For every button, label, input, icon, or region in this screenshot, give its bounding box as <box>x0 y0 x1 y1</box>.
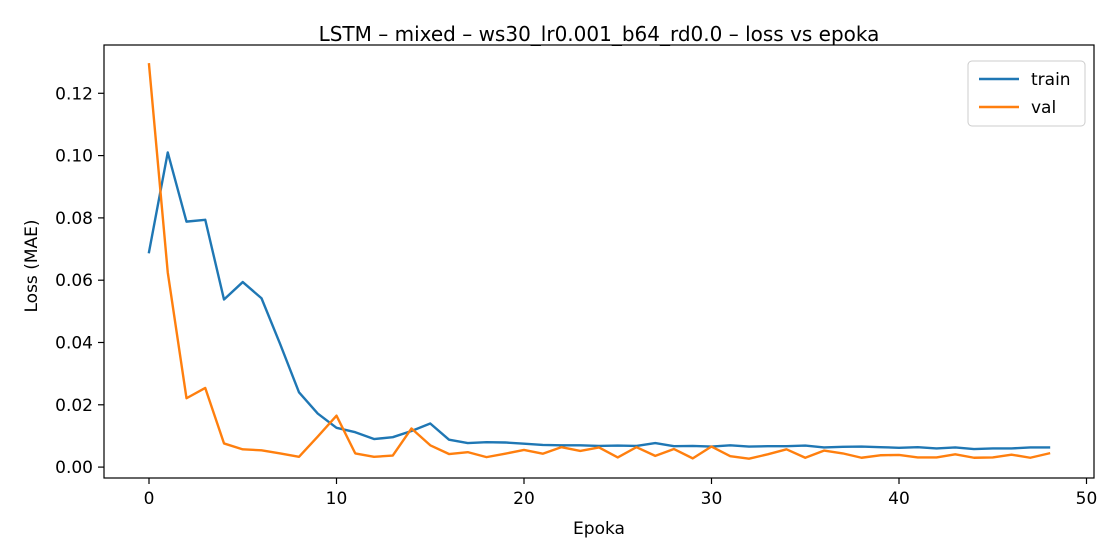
y-tick-label: 0.00 <box>55 458 93 478</box>
x-axis-ticks: 0 10 20 30 40 50 <box>144 478 1098 509</box>
legend-label-train: train <box>1031 70 1071 90</box>
x-tick-label: 10 <box>326 489 348 509</box>
y-tick-label: 0.06 <box>55 271 93 291</box>
series-line-val <box>147 63 1051 460</box>
x-tick-label: 50 <box>1076 489 1098 509</box>
y-tick-label: 0.02 <box>55 396 93 416</box>
y-tick-label: 0.12 <box>55 84 93 104</box>
plot-area: 0 10 20 30 40 50 0.00 0.02 0.04 0.06 0.08 0.10 0.12 <box>55 44 1098 509</box>
chart-title: LSTM – mixed – ws30_lr0.001_b64_rd0.0 – … <box>319 22 880 46</box>
y-tick-label: 0.08 <box>55 209 93 229</box>
x-tick-label: 40 <box>888 489 910 509</box>
axes-frame <box>103 44 1095 479</box>
x-tick-label: 0 <box>144 489 155 509</box>
legend-box <box>967 60 1086 127</box>
legend: train val <box>967 60 1086 127</box>
x-axis-label: Epoka <box>573 519 625 539</box>
legend-label-val: val <box>1031 98 1056 118</box>
y-tick-label: 0.10 <box>55 147 93 167</box>
y-tick-label: 0.04 <box>55 333 93 353</box>
y-axis-label: Loss (MAE) <box>22 220 42 313</box>
series-line-train <box>147 151 1051 451</box>
series-lines <box>147 63 1051 460</box>
x-tick-label: 30 <box>701 489 723 509</box>
y-axis-ticks: 0.00 0.02 0.04 0.06 0.08 0.10 0.12 <box>55 84 104 478</box>
x-tick-label: 20 <box>513 489 535 509</box>
